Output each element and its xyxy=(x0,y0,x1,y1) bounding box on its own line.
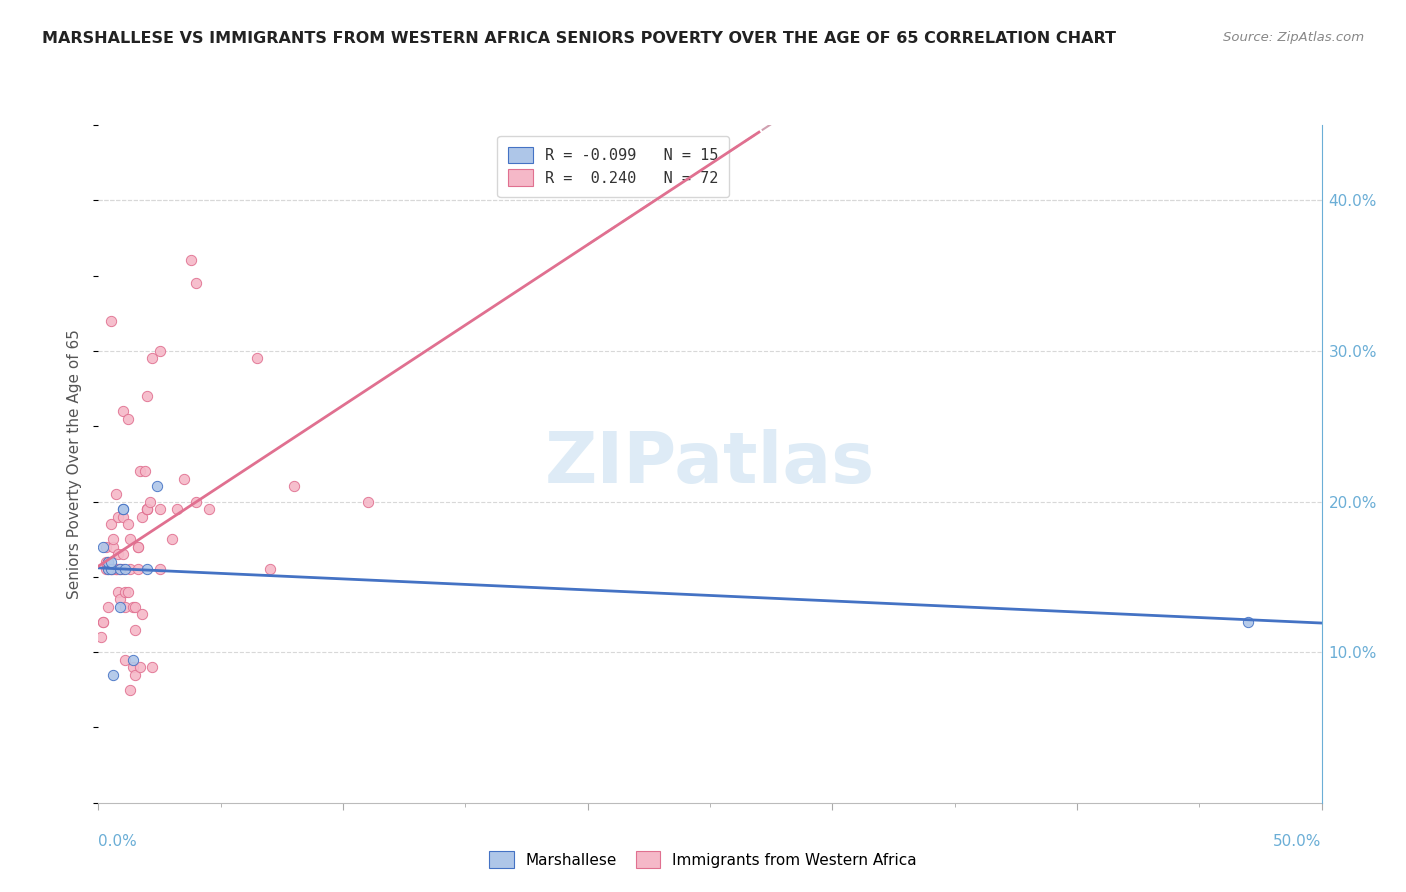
Point xyxy=(136,502,159,516)
Point xyxy=(117,517,139,532)
Point xyxy=(94,562,117,576)
Point xyxy=(149,562,172,576)
Point xyxy=(104,562,127,576)
Point xyxy=(141,351,163,366)
Point xyxy=(160,532,183,546)
Point xyxy=(100,555,122,569)
Point xyxy=(120,562,142,576)
Point xyxy=(111,502,134,516)
Point xyxy=(101,540,124,554)
Point xyxy=(259,562,281,576)
Point xyxy=(107,547,129,561)
Point xyxy=(100,562,122,576)
Point xyxy=(97,555,120,569)
Text: 50.0%: 50.0% xyxy=(1274,834,1322,849)
Point xyxy=(91,615,114,629)
Point xyxy=(246,351,269,366)
Point xyxy=(94,540,117,554)
Point xyxy=(100,562,122,576)
Point xyxy=(131,509,153,524)
Point xyxy=(124,623,146,637)
Point xyxy=(129,660,152,674)
Point xyxy=(124,667,146,681)
Point xyxy=(136,389,159,403)
Point xyxy=(91,540,114,554)
Point xyxy=(173,472,195,486)
Point xyxy=(110,562,132,576)
Point xyxy=(110,599,132,614)
Text: ZIPatlas: ZIPatlas xyxy=(546,429,875,499)
Legend: Marshallese, Immigrants from Western Africa: Marshallese, Immigrants from Western Afr… xyxy=(481,844,925,875)
Point xyxy=(114,653,136,667)
Point xyxy=(1237,615,1260,629)
Point xyxy=(117,585,139,599)
Point xyxy=(186,276,208,290)
Point xyxy=(120,532,142,546)
Point xyxy=(124,599,146,614)
Point xyxy=(100,562,122,576)
Point xyxy=(104,562,127,576)
Text: Source: ZipAtlas.com: Source: ZipAtlas.com xyxy=(1223,31,1364,45)
Point xyxy=(100,314,122,328)
Text: MARSHALLESE VS IMMIGRANTS FROM WESTERN AFRICA SENIORS POVERTY OVER THE AGE OF 65: MARSHALLESE VS IMMIGRANTS FROM WESTERN A… xyxy=(42,31,1116,46)
Point xyxy=(94,555,117,569)
Point xyxy=(97,562,120,576)
Point xyxy=(107,562,129,576)
Point xyxy=(127,540,149,554)
Point xyxy=(114,562,136,576)
Point xyxy=(134,464,156,478)
Point xyxy=(146,479,169,493)
Point xyxy=(91,615,114,629)
Point xyxy=(111,502,134,516)
Point xyxy=(101,562,124,576)
Point xyxy=(149,502,172,516)
Point xyxy=(136,562,159,576)
Point xyxy=(129,464,152,478)
Point xyxy=(114,599,136,614)
Point xyxy=(110,562,132,576)
Point xyxy=(101,667,124,681)
Point xyxy=(117,411,139,425)
Legend: R = -0.099   N = 15, R =  0.240   N = 72: R = -0.099 N = 15, R = 0.240 N = 72 xyxy=(498,136,728,197)
Point xyxy=(186,494,208,508)
Point xyxy=(111,509,134,524)
Point xyxy=(197,502,219,516)
Point xyxy=(166,502,188,516)
Point xyxy=(97,562,120,576)
Point xyxy=(136,502,159,516)
Point xyxy=(139,494,162,508)
Point xyxy=(107,585,129,599)
Point xyxy=(141,660,163,674)
Text: 0.0%: 0.0% xyxy=(98,834,138,849)
Point xyxy=(107,509,129,524)
Point xyxy=(283,479,305,493)
Point xyxy=(114,585,136,599)
Point xyxy=(356,494,378,508)
Point xyxy=(180,253,202,268)
Point xyxy=(127,540,149,554)
Point xyxy=(121,653,143,667)
Point xyxy=(97,599,120,614)
Point xyxy=(111,562,134,576)
Point xyxy=(136,502,159,516)
Point xyxy=(131,607,153,622)
Point xyxy=(121,660,143,674)
Y-axis label: Seniors Poverty Over the Age of 65: Seniors Poverty Over the Age of 65 xyxy=(67,329,83,599)
Point xyxy=(149,343,172,358)
Point xyxy=(127,562,149,576)
Point xyxy=(100,517,122,532)
Point xyxy=(120,682,142,697)
Point xyxy=(111,547,134,561)
Point xyxy=(101,532,124,546)
Point xyxy=(111,404,134,418)
Point xyxy=(90,630,112,644)
Point xyxy=(97,555,120,569)
Point xyxy=(121,599,143,614)
Point xyxy=(104,487,127,501)
Point xyxy=(110,592,132,607)
